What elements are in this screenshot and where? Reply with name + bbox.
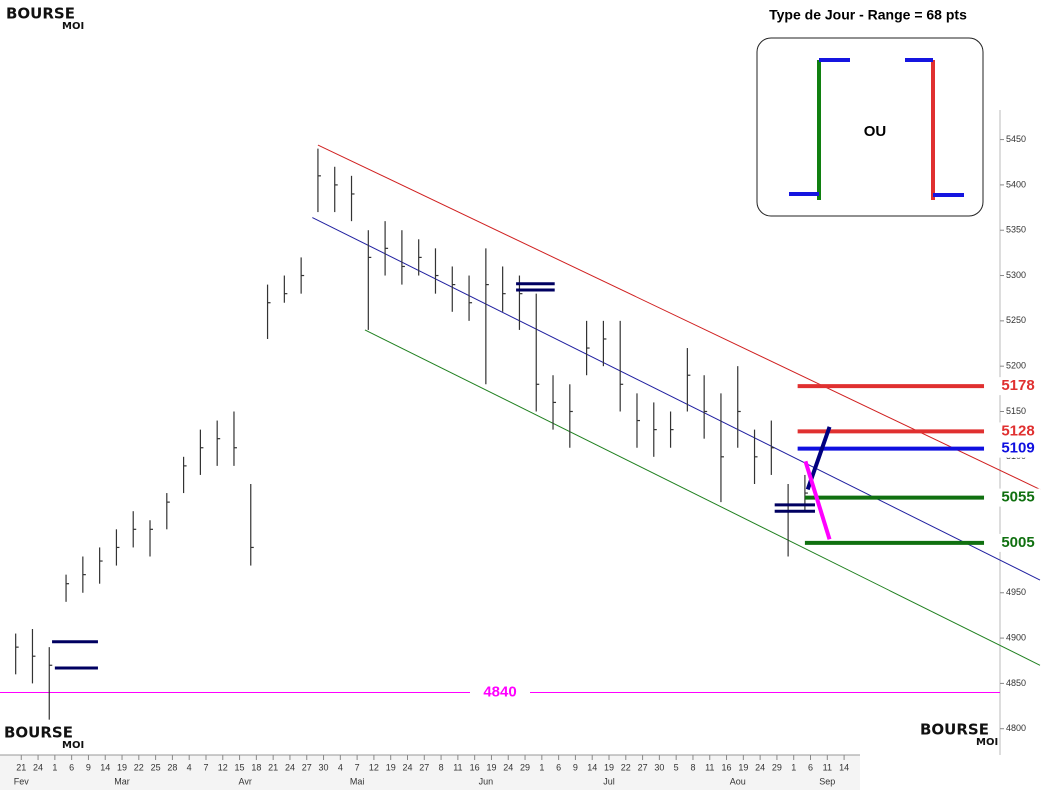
x-tick-label: 19 (117, 762, 127, 772)
month-label: Aou (730, 776, 746, 786)
y-tick-label: 5300 (1006, 270, 1026, 280)
x-tick-label: 4 (338, 762, 343, 772)
x-tick-label: 11 (453, 762, 462, 772)
logo: BOURSE MOI BOURSE MOI BOURSE MOI (4, 5, 998, 752)
inset-frame (756, 37, 984, 217)
x-tick-label: 30 (654, 762, 664, 772)
x-tick-label: 24 (503, 762, 513, 772)
move-segment (803, 460, 832, 540)
x-tick-label: 22 (621, 762, 631, 772)
x-tick-label: 6 (69, 762, 74, 772)
x-tick-label: 19 (386, 762, 396, 772)
y-tick-label: 4800 (1006, 723, 1026, 733)
month-label: Jun (479, 776, 494, 786)
x-tick-label: 16 (470, 762, 480, 772)
label-bg (470, 683, 530, 702)
inset-text: OU (864, 123, 887, 140)
x-tick-label: 19 (604, 762, 614, 772)
x-tick-label: 21 (16, 762, 26, 772)
x-tick-label: 7 (203, 762, 208, 772)
x-tick-label: 24 (755, 762, 765, 772)
channel-line (364, 329, 1041, 666)
logo-bottom: MOI (976, 737, 998, 748)
logo-top: BOURSE (4, 724, 73, 742)
logo-bottom: MOI (62, 740, 84, 751)
x-tick-label: 30 (319, 762, 329, 772)
x-axis-band (0, 755, 860, 790)
x-tick-label: 19 (486, 762, 496, 772)
label-bg (996, 377, 1040, 396)
logo-bottom: MOI (62, 21, 84, 32)
logo-top: BOURSE (920, 721, 989, 739)
x-tick-label: 5 (674, 762, 679, 772)
x-tick-label: 15 (235, 762, 245, 772)
y-tick-label: 5150 (1006, 406, 1026, 416)
x-tick-label: 27 (419, 762, 429, 772)
support-label: 4840 (483, 683, 516, 700)
label-bg (996, 533, 1040, 552)
x-tick-label: 27 (302, 762, 312, 772)
x-tick-label: 6 (556, 762, 561, 772)
level-label: 5109 (1001, 440, 1034, 457)
x-tick-label: 1 (791, 762, 796, 772)
label-bg (996, 439, 1040, 458)
x-tick-label: 1 (539, 762, 544, 772)
month-label: Avr (238, 776, 251, 786)
y-tick-label: 5250 (1006, 315, 1026, 325)
x-tick-label: 14 (100, 762, 110, 772)
x-tick-label: 1 (52, 762, 57, 772)
x-tick-label: 8 (690, 762, 695, 772)
level-label: 5055 (1001, 489, 1034, 506)
x-tick-label: 9 (86, 762, 91, 772)
x-tick-label: 8 (439, 762, 444, 772)
x-tick-label: 6 (808, 762, 813, 772)
chart-title: Type de Jour - Range = 68 pts (769, 7, 967, 23)
inset-box: OU (756, 37, 984, 217)
x-tick-label: 24 (285, 762, 295, 772)
month-label: Mai (350, 776, 365, 786)
x-tick-label: 14 (587, 762, 597, 772)
month-label: Jul (603, 776, 615, 786)
month-label: Fev (14, 776, 30, 786)
x-tick-label: 22 (134, 762, 144, 772)
x-tick-label: 25 (151, 762, 161, 772)
y-tick-label: 5400 (1006, 179, 1026, 189)
x-tick-label: 14 (839, 762, 849, 772)
level-label: 5005 (1001, 534, 1034, 551)
month-label: Sep (819, 776, 835, 786)
level-label: 5178 (1001, 377, 1034, 394)
x-tick-label: 4 (187, 762, 192, 772)
x-tick-label: 24 (402, 762, 412, 772)
channel-line (312, 217, 1041, 581)
x-tick-label: 21 (268, 762, 278, 772)
level-label: 5128 (1001, 422, 1034, 439)
logo-top: BOURSE (6, 5, 75, 23)
y-tick-label: 5350 (1006, 225, 1026, 235)
x-tick-label: 24 (33, 762, 43, 772)
x-tick-label: 12 (218, 762, 228, 772)
x-tick-label: 16 (722, 762, 732, 772)
x-tick-label: 11 (705, 762, 714, 772)
y-tick-label: 4950 (1006, 587, 1026, 597)
y-tick-label: 5200 (1006, 361, 1026, 371)
x-tick-label: 12 (369, 762, 379, 772)
x-tick-label: 19 (738, 762, 748, 772)
x-tick-label: 27 (638, 762, 648, 772)
x-tick-label: 9 (573, 762, 578, 772)
y-tick-label: 5450 (1006, 134, 1026, 144)
x-tick-label: 28 (167, 762, 177, 772)
x-tick-label: 11 (823, 762, 832, 772)
x-tick-label: 7 (355, 762, 360, 772)
label-bg (996, 422, 1040, 441)
x-tick-label: 29 (772, 762, 782, 772)
y-tick-label: 4900 (1006, 632, 1026, 642)
x-tick-label: 29 (520, 762, 530, 772)
month-label: Mar (114, 776, 130, 786)
x-tick-label: 18 (251, 762, 261, 772)
label-bg (996, 488, 1040, 507)
y-tick-label: 4850 (1006, 678, 1026, 688)
